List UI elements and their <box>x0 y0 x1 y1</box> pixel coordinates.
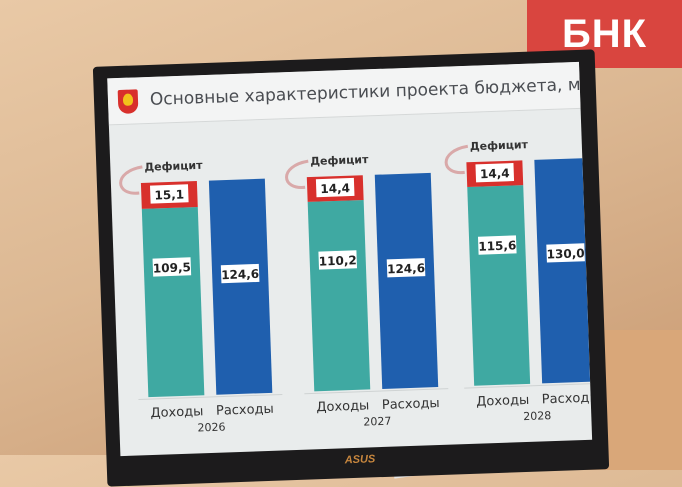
income-value-label: 115,6 <box>478 238 516 253</box>
income-value-label: 109,5 <box>153 260 191 275</box>
category-label-income: Доходы <box>316 398 370 415</box>
deficit-arrow-icon <box>444 144 469 174</box>
year-label: 2027 <box>363 415 391 429</box>
deficit-caption: Дефицит <box>470 138 529 153</box>
expenses-value-label: 124,6 <box>387 261 425 276</box>
deficit-value-label: 14,4 <box>320 181 350 196</box>
bar-expenses <box>534 157 593 384</box>
deficit-value-label-bg <box>150 184 189 204</box>
year-label: 2028 <box>523 409 551 423</box>
deficit-value-label: 15,1 <box>154 187 184 202</box>
bar-income <box>141 206 205 398</box>
income-value-label-bg <box>477 235 517 255</box>
expenses-value-label: 130,0 <box>546 246 584 261</box>
baseline <box>138 393 283 400</box>
asus-logo: ASUS <box>344 453 376 467</box>
expenses-value-label: 124,6 <box>221 267 259 282</box>
baseline <box>464 382 593 389</box>
deficit-value-label-bg <box>475 163 515 183</box>
bar-expenses <box>208 178 273 395</box>
category-label-expenses: Расходы <box>542 390 593 407</box>
expenses-value-label-bg <box>386 258 426 278</box>
category-label-expenses: Расходы <box>216 402 274 419</box>
deficit-value-label: 14,4 <box>480 166 510 181</box>
bar-income <box>467 185 531 386</box>
deficit-caption: Дефицит <box>310 153 369 168</box>
bar-expenses <box>374 172 439 389</box>
deficit-arrow-icon <box>119 165 143 195</box>
baseline <box>304 388 449 395</box>
expenses-value-label-bg <box>546 243 585 263</box>
year-label: 2026 <box>197 420 225 434</box>
presentation-slide: Основные характеристики проекта бюджета,… <box>107 61 593 457</box>
deficit-caption: Дефицит <box>144 159 203 174</box>
income-value-label-bg <box>318 250 358 270</box>
category-label-income: Доходы <box>476 393 530 410</box>
income-value-label: 110,2 <box>319 253 357 268</box>
income-value-label-bg <box>152 257 192 277</box>
category-label-expenses: Расходы <box>382 396 440 413</box>
deficit-value-label-bg <box>315 177 355 198</box>
monitor: Основные характеристики проекта бюджета,… <box>92 49 610 487</box>
bar-income <box>307 199 371 392</box>
category-label-income: Доходы <box>150 404 204 421</box>
deficit-arrow-icon <box>285 159 309 189</box>
expenses-value-label-bg <box>220 263 260 284</box>
